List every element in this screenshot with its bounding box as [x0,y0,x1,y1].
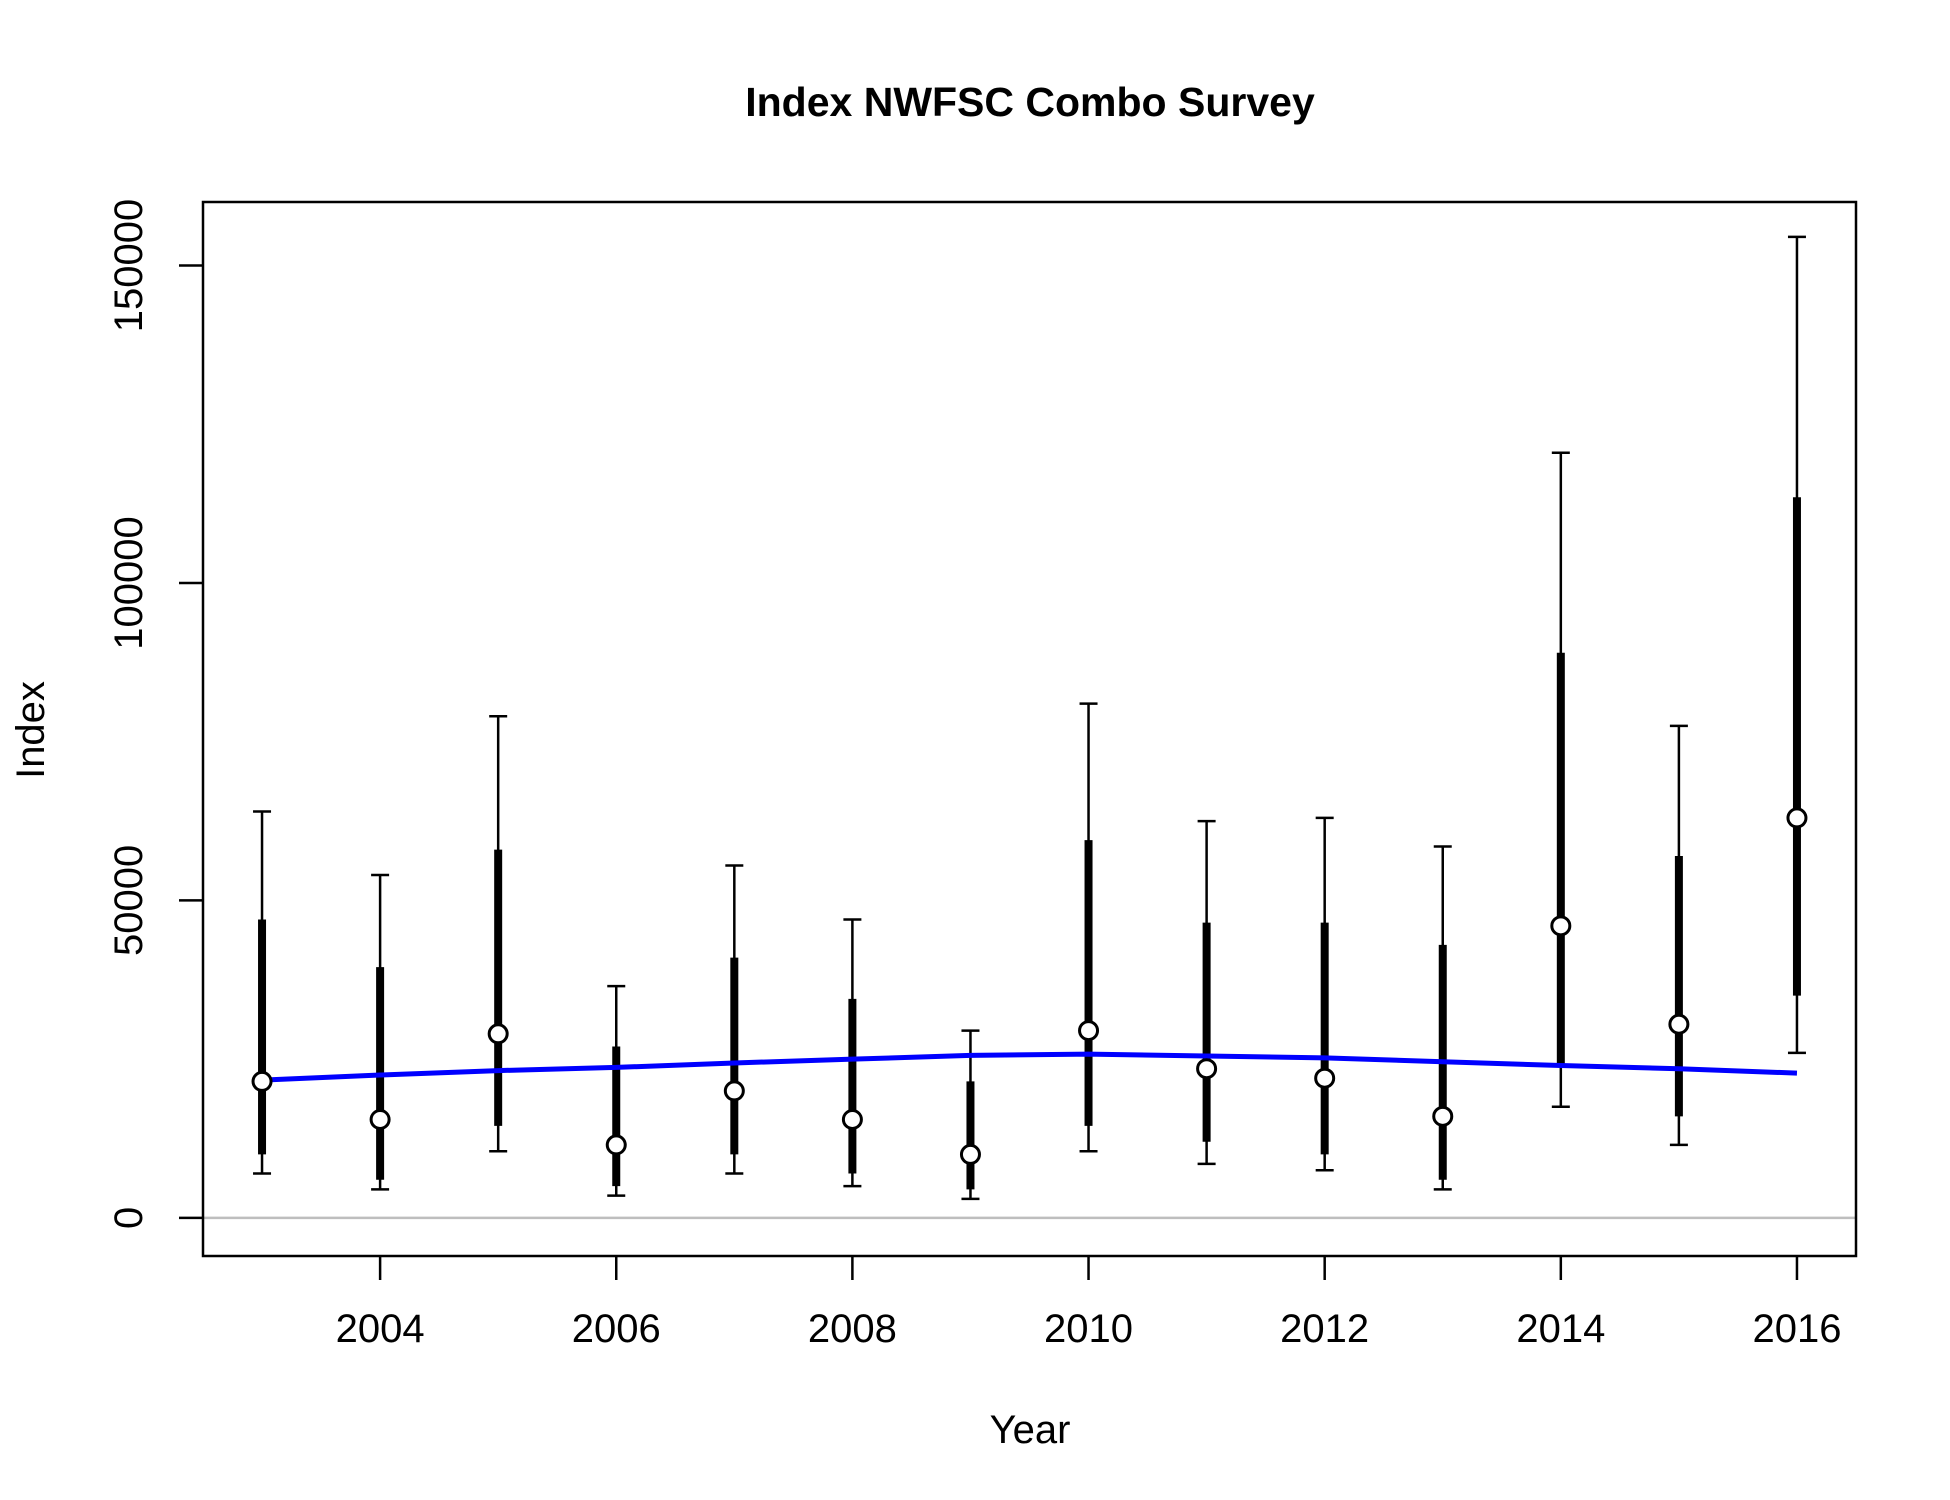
observed-point-2006 [605,1134,627,1156]
observed-point-2014 [1550,915,1572,937]
x-tick-label-2012: 2012 [1280,1307,1369,1351]
observed-point-2004 [369,1108,391,1130]
observed-point-2007 [723,1080,745,1102]
observed-point-2008 [841,1108,863,1130]
inner-interval-layer [258,497,1801,1190]
axes-layer: 2004 2006 2008 2010 2012 2014 2016 0 50000 100000… [107,199,1858,1351]
observed-point-2010 [1078,1020,1100,1042]
observed-point-2003 [251,1070,273,1092]
observed-point-2005 [487,1023,509,1045]
x-tick-label-2016: 2016 [1752,1307,1841,1351]
x-tick-label-2008: 2008 [808,1307,897,1351]
observed-point-2009 [959,1143,981,1165]
x-tick-label-2004: 2004 [336,1307,425,1351]
observed-point-2016 [1786,807,1808,829]
observed-point-2012 [1314,1067,1336,1089]
fit-line-layer [261,1051,1798,1083]
x-tick-label-2006: 2006 [572,1307,661,1351]
y-tick-label-150000: 150000 [107,199,151,332]
observed-point-2015 [1668,1013,1690,1035]
expected-fit-line [261,1051,1798,1083]
plot-frame [201,200,1858,1258]
x-axis-label: Year [990,1408,1071,1452]
observed-point-2011 [1196,1058,1218,1080]
x-tick-label-2014: 2014 [1516,1307,1605,1351]
observed-points-layer [251,807,1808,1165]
y-axis-label: Index [9,681,53,779]
y-tick-label-100000: 100000 [107,516,151,649]
chart-title: Index NWFSC Combo Survey [745,79,1315,125]
x-tick-label-2010: 2010 [1044,1307,1133,1351]
y-tick-label-50000: 50000 [107,845,151,956]
observed-point-2013 [1432,1105,1454,1127]
y-tick-label-0: 0 [107,1207,151,1229]
